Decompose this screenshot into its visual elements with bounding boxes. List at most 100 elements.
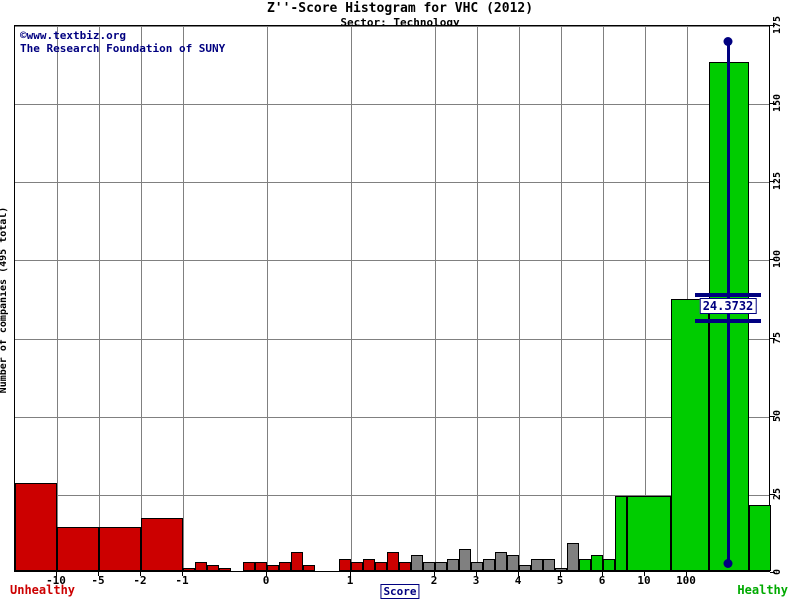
- histogram-bar: [591, 555, 603, 571]
- histogram-bar: [267, 564, 279, 571]
- histogram-bar: [399, 561, 411, 571]
- histogram-bar: [15, 483, 57, 571]
- gridline-vertical: [57, 26, 58, 571]
- histogram-bar: [543, 558, 555, 571]
- histogram-bar: [567, 542, 579, 571]
- histogram-bar: [627, 495, 671, 571]
- histogram-bar: [459, 549, 471, 571]
- x-tick-mark: [560, 572, 561, 576]
- histogram-bar: [555, 567, 567, 571]
- gridline-vertical: [645, 26, 646, 571]
- x-tick-mark: [140, 572, 141, 576]
- x-tick-label: 100: [676, 574, 696, 587]
- y-tick-label: 25: [772, 487, 783, 500]
- y-tick-mark: [770, 493, 775, 495]
- x-tick-mark: [434, 572, 435, 576]
- x-tick-mark: [182, 572, 183, 576]
- x-tick-mark: [644, 572, 645, 576]
- marker-crossbar-upper: [695, 293, 761, 298]
- plot-area: 24.3732: [14, 25, 771, 572]
- histogram-bar: [519, 564, 531, 571]
- gridline-horizontal: [15, 260, 769, 262]
- gridline-horizontal: [15, 416, 769, 418]
- histogram-bar: [141, 517, 183, 571]
- x-tick-mark: [98, 572, 99, 576]
- gridline-vertical: [267, 26, 268, 571]
- x-tick-label: -5: [91, 574, 105, 587]
- zone-label-unhealthy: Unhealthy: [10, 583, 76, 597]
- y-tick-mark: [770, 337, 775, 339]
- y-tick-label: 175: [772, 15, 783, 35]
- x-axis-label: Score: [380, 584, 420, 599]
- histogram-bar: [507, 555, 519, 571]
- x-tick-mark: [518, 572, 519, 576]
- x-tick-label: -2: [133, 574, 147, 587]
- y-tick-label: 0: [772, 568, 783, 576]
- histogram-bar: [423, 561, 435, 571]
- histogram-bar: [495, 552, 507, 571]
- x-tick-mark: [266, 572, 267, 576]
- credit-line-2: The Research Foundation of SUNY: [20, 42, 226, 55]
- y-tick-mark: [770, 259, 775, 261]
- x-tick-label: 10: [637, 574, 651, 587]
- histogram-bar: [339, 558, 351, 571]
- x-tick-mark: [686, 572, 687, 576]
- histogram-bar: [57, 527, 99, 571]
- marker-dot-bottom: [723, 559, 733, 568]
- gridline-vertical: [603, 26, 604, 571]
- zone-label-healthy: Healthy: [737, 583, 788, 597]
- histogram-bar: [471, 561, 483, 571]
- gridline-horizontal: [15, 182, 769, 184]
- gridline-horizontal: [15, 338, 769, 340]
- histogram-bar: [207, 564, 219, 571]
- gridline-vertical: [477, 26, 478, 571]
- x-tick-label: 3: [472, 574, 480, 587]
- x-tick-label: 6: [598, 574, 606, 587]
- gridline-vertical: [435, 26, 436, 571]
- x-tick-mark: [476, 572, 477, 576]
- x-tick-label: 0: [262, 574, 270, 587]
- x-tick-label: -10: [46, 574, 66, 587]
- marker-value-label[interactable]: 24.3732: [699, 298, 757, 315]
- x-tick-label: -1: [175, 574, 189, 587]
- histogram-bar: [303, 564, 315, 571]
- marker-crossbar-lower: [695, 319, 761, 324]
- histogram-bar: [99, 527, 141, 571]
- histogram-bar: [447, 558, 459, 571]
- histogram-bar: [183, 567, 195, 571]
- histogram-bar: [351, 561, 363, 571]
- gridline-horizontal: [15, 26, 769, 27]
- gridline-vertical: [141, 26, 142, 571]
- histogram-bar: [279, 561, 291, 571]
- y-tick-label: 50: [772, 409, 783, 422]
- y-tick-mark: [770, 25, 775, 26]
- x-tick-mark: [350, 572, 351, 576]
- histogram-bar: [603, 558, 615, 571]
- histogram-bar: [579, 558, 591, 571]
- gridline-vertical: [687, 26, 688, 571]
- histogram-bar: [531, 558, 543, 571]
- x-tick-label: 1: [346, 574, 354, 587]
- gridline-horizontal: [15, 494, 769, 496]
- histogram-bar: [615, 495, 627, 571]
- y-tick-mark: [770, 103, 775, 105]
- histogram-bar: [483, 558, 495, 571]
- x-tick-mark: [56, 572, 57, 576]
- y-tick-mark: [770, 572, 775, 573]
- gridline-vertical: [519, 26, 520, 571]
- histogram-bar: [291, 552, 303, 571]
- gridline-vertical: [99, 26, 100, 571]
- histogram-bar: [195, 561, 207, 571]
- histogram-bar: [435, 561, 447, 571]
- gridline-vertical: [561, 26, 562, 571]
- y-tick-label: 150: [772, 94, 783, 113]
- x-tick-mark: [602, 572, 603, 576]
- y-axis-label: Number of companies (495 total): [0, 206, 9, 394]
- histogram-bar: [255, 561, 267, 571]
- y-tick-mark: [770, 181, 775, 183]
- y-tick-mark: [770, 415, 775, 417]
- x-tick-label: 2: [430, 574, 438, 587]
- x-tick-label: 4: [514, 574, 522, 587]
- histogram-bar: [387, 552, 399, 571]
